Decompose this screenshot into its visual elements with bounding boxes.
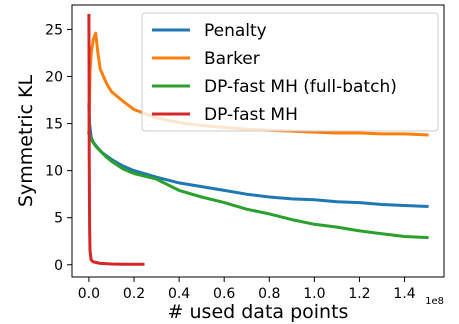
x-tick-label: 0.0	[78, 286, 100, 302]
x-ticks: 0.0 0.2 0.4 0.6 0.8 1.0 1.2 1.4	[78, 277, 416, 302]
x-axis-offset-label: 1e8	[425, 296, 444, 307]
legend-items: Penalty Barker DP-fast MH (full-batch) DP-f…	[152, 21, 397, 125]
y-tick-label: 25	[45, 22, 63, 38]
y-tick-label: 10	[45, 164, 63, 180]
x-tick-label: 0.6	[213, 286, 235, 302]
series-layer	[87, 13, 429, 266]
plot-frame	[71, 4, 445, 278]
legend-label-3: DP-fast MH (full-batch)	[204, 77, 397, 97]
legend-label-4: DP-fast MH	[204, 105, 298, 125]
series-line-3	[87, 131, 429, 240]
x-tick-label: 1.2	[348, 286, 370, 302]
series-line-4	[87, 13, 145, 266]
y-tick-label: 5	[54, 211, 63, 227]
x-tick-label: 1.4	[393, 286, 415, 302]
x-tick-label: 1.0	[303, 286, 325, 302]
legend-box	[141, 12, 439, 132]
x-tick-label: 0.2	[123, 286, 145, 302]
x-tick-label: 0.8	[258, 286, 280, 302]
y-ticks: 0 5 10 15 20 25	[45, 22, 72, 274]
y-tick-label: 0	[54, 258, 63, 274]
y-axis-label: Symmetric KL	[15, 75, 37, 207]
legend: Penalty Barker DP-fast MH (full-batch) DP-f…	[141, 12, 439, 132]
y-tick-label: 20	[45, 70, 63, 86]
y-tick-label: 15	[45, 117, 63, 133]
x-axis-label: # used data points	[168, 301, 349, 323]
legend-label-2: Barker	[204, 49, 260, 69]
legend-label-1: Penalty	[204, 21, 267, 41]
x-tick-label: 0.4	[168, 286, 190, 302]
